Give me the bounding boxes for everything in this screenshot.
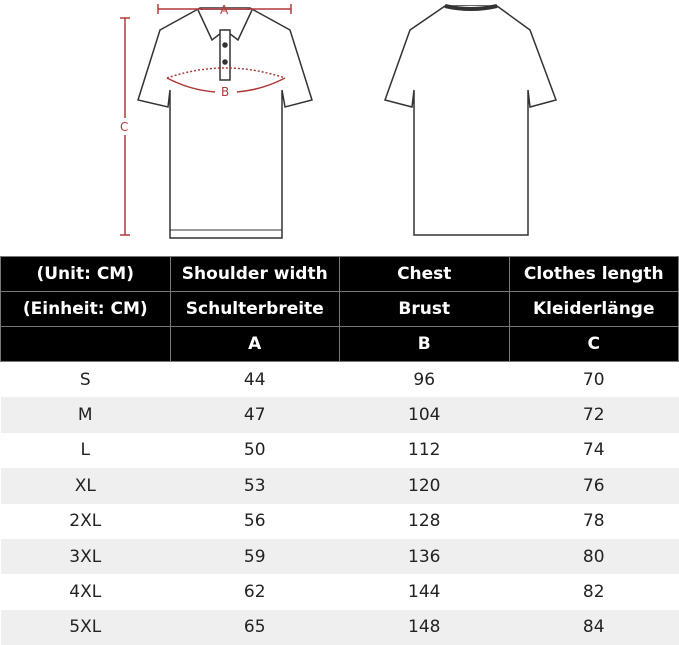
label-b: B	[221, 85, 229, 99]
value-cell: 65	[170, 609, 340, 645]
size-cell: 5XL	[0, 609, 170, 645]
header-cell: (Einheit: CM)	[0, 291, 171, 327]
size-cell: 4XL	[69, 582, 102, 603]
value-cell: 47	[170, 397, 340, 433]
value-cell: 120	[339, 468, 509, 504]
shirt-back	[384, 4, 557, 236]
value-cell: 96	[413, 369, 436, 390]
table-row: M 47 104 72	[0, 397, 679, 433]
header-row: (Einheit: CM) Schulterbreite Brust Kleiderl…	[0, 291, 679, 327]
size-cell: 3XL	[0, 538, 170, 575]
header-row: (Unit: CM) Shoulder width Chest Clothes len…	[0, 256, 679, 292]
size-chart-table: (Unit: CM) Shoulder width Chest Clothes len…	[0, 256, 679, 645]
value-cell: 53	[170, 468, 340, 504]
value-cell: 44	[243, 369, 266, 390]
value-cell: 112	[408, 440, 441, 461]
header-cell: Schulterbreite	[169, 291, 340, 327]
header-cell: Shoulder width	[169, 256, 340, 292]
value-cell: 84	[509, 609, 679, 645]
table-row: S 44 96 70	[1, 362, 679, 398]
value-cell: 76	[509, 468, 679, 504]
value-cell: 80	[509, 538, 679, 575]
header-cell: Clothes length	[508, 256, 679, 292]
header-cell: Chest	[339, 256, 510, 292]
header-cell: B	[339, 326, 510, 362]
value-cell: 50	[243, 440, 266, 461]
shirt-illustration: A B C	[120, 3, 557, 239]
size-cell: XL	[0, 468, 170, 504]
table-row: 3XL 59 136 80	[0, 538, 679, 575]
value-cell: 74	[582, 440, 605, 461]
value-cell: 72	[509, 397, 679, 433]
shirt-front	[137, 7, 313, 239]
value-cell: 148	[339, 609, 509, 645]
label-c: C	[120, 120, 128, 134]
header-cell	[0, 326, 171, 362]
value-cell: 104	[339, 397, 509, 433]
label-a: A	[220, 3, 229, 17]
size-cell: M	[0, 397, 170, 433]
measure-lines	[120, 4, 292, 236]
header-cell: A	[169, 326, 340, 362]
table-row: 5XL 65 148 84	[0, 609, 679, 645]
table-row: 4XL 62 144 82	[1, 574, 679, 609]
header-cell: Brust	[339, 291, 510, 327]
value-cell: 59	[170, 538, 340, 575]
header-cell: (Unit: CM)	[0, 256, 171, 292]
value-cell: 56	[243, 511, 266, 532]
size-cell: 2XL	[69, 511, 102, 532]
size-cell: L	[80, 440, 90, 461]
value-cell: 82	[582, 582, 605, 603]
table-row: XL 53 120 76	[0, 468, 679, 504]
value-cell: 128	[408, 511, 441, 532]
value-cell: 136	[339, 538, 509, 575]
value-cell: 70	[582, 369, 605, 390]
size-cell: S	[79, 369, 91, 390]
value-cell: 62	[243, 582, 266, 603]
table-row: L 50 112 74	[1, 433, 679, 468]
table-row: 2XL 56 128 78	[1, 504, 679, 539]
value-cell: 78	[582, 511, 605, 532]
value-cell: 144	[408, 582, 441, 603]
header-cell: C	[508, 326, 679, 362]
header-cell: Kleiderlänge	[508, 291, 679, 327]
